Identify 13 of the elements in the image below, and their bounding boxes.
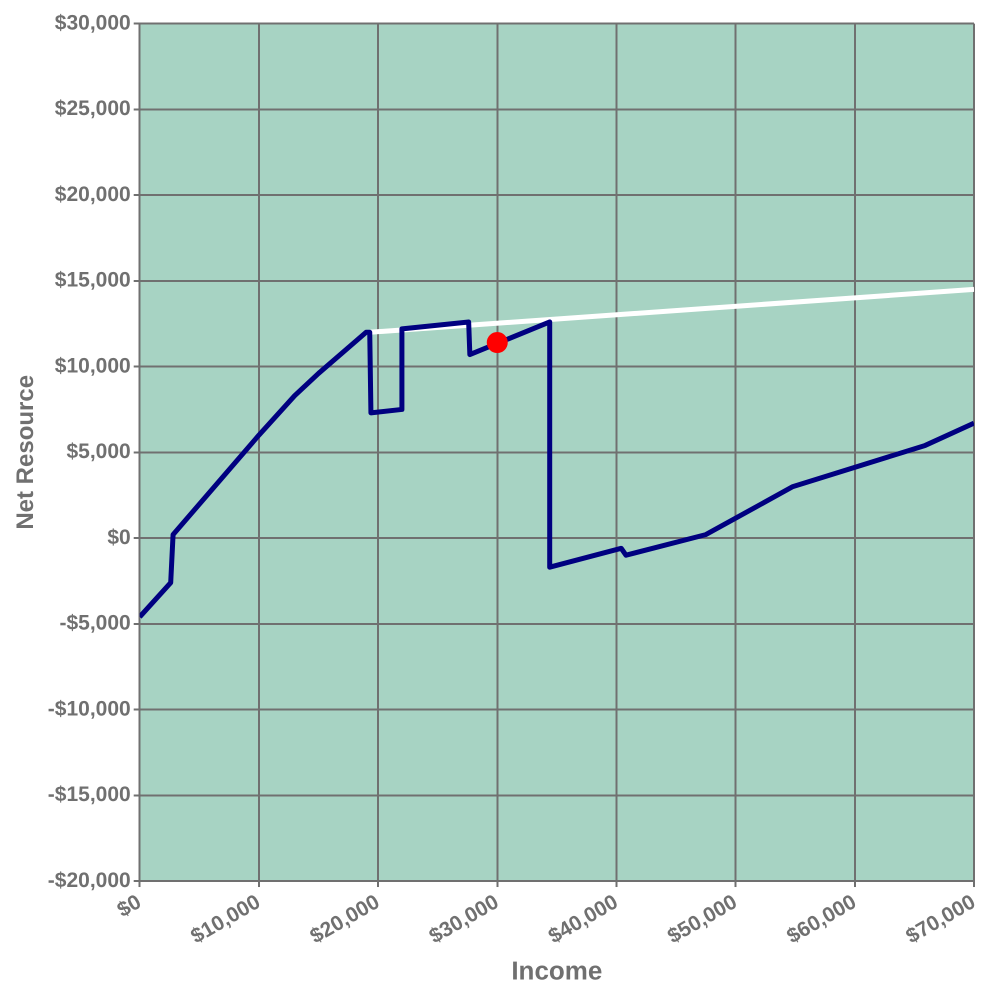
x-axis-title: Income [511,956,602,986]
y-tick-label: $0 [107,526,131,549]
y-tick-label: $5,000 [66,440,131,464]
y-tick-label: -$20,000 [48,868,131,892]
y-tick-label: $25,000 [54,97,131,120]
y-axis-title: Net Resource [12,374,40,530]
y-tick-label: -$15,000 [48,783,131,806]
y-tick-label: -$10,000 [48,697,131,720]
y-tick-label: -$5,000 [59,612,131,635]
y-tick-label: $20,000 [54,182,131,206]
y-tick-label: $10,000 [54,354,131,378]
y-tick-label: $15,000 [54,268,131,292]
y-tick-label: $30,000 [54,11,131,34]
